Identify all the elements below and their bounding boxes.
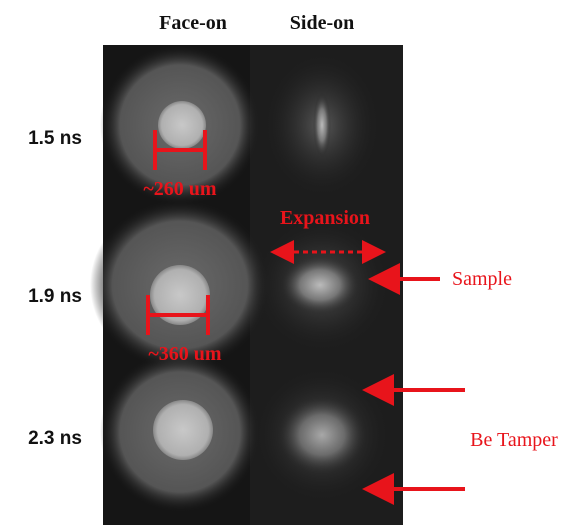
column-header: Side-on [290,12,354,34]
size-label: ~260 um [143,178,217,200]
figure: Face-on Side-on 1.5 ns 1.9 ns 2.3 ns ~26… [0,0,581,530]
sample-label: Sample [452,268,512,290]
column-header: Face-on [159,12,227,34]
size-label: ~360 um [148,343,222,365]
expansion-label: Expansion [280,207,370,229]
row-label: 1.5 ns [28,128,82,149]
tamper-label: Be Tamper [470,429,558,451]
images [90,45,403,525]
row-label: 2.3 ns [28,428,82,449]
row-label: 1.9 ns [28,286,82,307]
